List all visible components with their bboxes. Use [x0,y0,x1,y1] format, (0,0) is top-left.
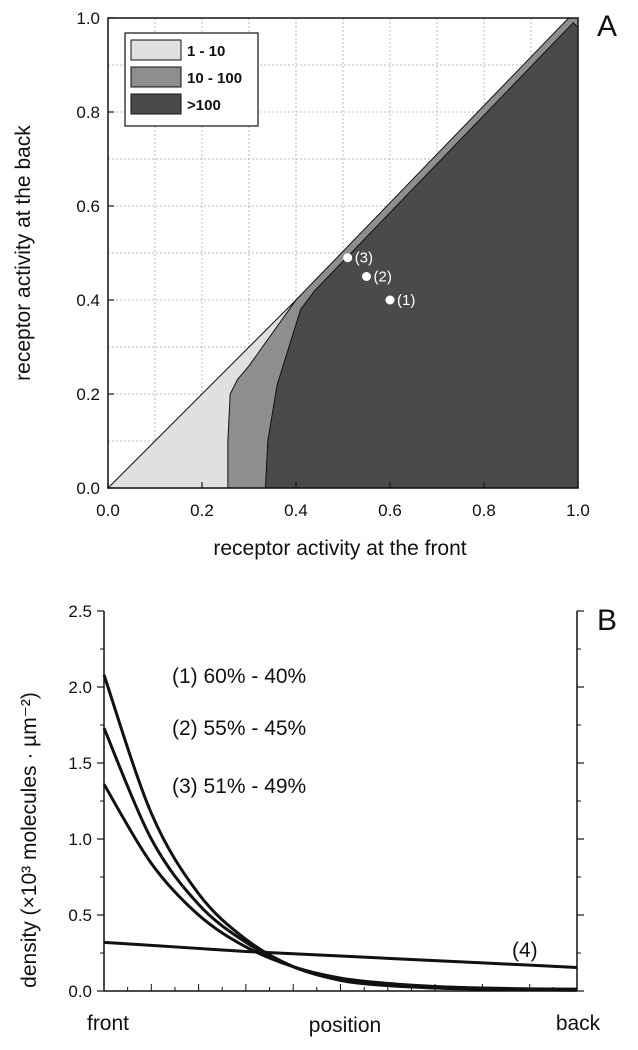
curve-label-3: (3) 51% - 49% [172,775,306,798]
legend-swatch [130,93,182,115]
y-tick-label-b: 0.5 [68,906,92,925]
x-tick-label-a: 0.0 [96,501,120,520]
y-tick-label-b: 2.5 [68,602,92,621]
y-axis-title-a: receptor activity at the back [12,125,35,381]
panel-letter-a: A [597,10,617,43]
data-point-label: (1) [397,292,415,309]
y-tick-label-b: 2.0 [68,678,92,697]
panel-a: 0.0 0.2 0.4 0.6 0.8 1.0 0.0 0.2 0.4 0.6 0.8 1.0 (1)… [12,9,617,560]
frame-a [107,17,579,489]
y-tick-label-a: 1.0 [76,9,100,28]
region-3 [264,21,579,489]
x-tick-label-a: 0.4 [284,501,308,520]
regions-a [106,16,579,489]
x-tick-label-a: 0.8 [472,501,496,520]
points-a: (1) (2)(3) [343,250,415,309]
x-tick-label-a: 0.2 [190,501,214,520]
plot-frame-a [107,17,579,489]
y-tick-label-b: 1.5 [68,754,92,773]
data-point-label: (3) [355,250,373,267]
y-tick-label-b: 0.0 [68,982,92,1001]
panel-letter-b: B [597,604,617,637]
x-axis-title-b: position [309,1014,381,1037]
x-tick-front: front [87,1012,129,1035]
x-axis-title-a: receptor activity at the front [213,537,466,560]
legend-label: >100 [187,97,221,114]
y-axis-title-b: density (×10³ molecules · µm⁻²) [18,692,41,988]
legend-swatch [130,66,182,88]
data-point [343,253,353,263]
y-tick-label-a: 0.0 [76,479,100,498]
y-tick-label-a: 0.8 [76,103,100,122]
x-tick-label-a: 1.0 [566,501,590,520]
labels-b: (1) 60% - 40% (2) 55% - 45% (3) 51% - 49% (… [172,665,538,962]
lines-b [102,674,578,992]
y-tick-label-a: 0.2 [76,385,100,404]
data-point [385,295,395,305]
x-tick-back: back [556,1012,601,1035]
curve-label-1: (1) 60% - 40% [172,665,306,688]
x-tick-label-a: 0.6 [378,501,402,520]
data-point [362,272,371,281]
legend-label: 1 - 10 [187,43,225,60]
legend-a: 1 - 10 10 - 100 >100 [124,32,259,127]
legend-label: 10 - 100 [187,70,242,87]
data-point-label: (2) [374,269,392,286]
ticks-a: 0.0 0.2 0.4 0.6 0.8 1.0 0.0 0.2 0.4 0.6 0.8 1.0 [76,9,589,520]
y-tick-label-b: 1.0 [68,830,92,849]
curve-label-4: (4) [512,939,538,962]
y-tick-label-a: 0.4 [76,291,100,310]
legend-swatch [130,39,182,61]
series-line-4 [103,940,578,969]
curve-label-2: (2) 55% - 45% [172,717,306,740]
axes-b: 0.0 0.5 1.0 1.5 2.0 2.5 [68,602,584,1001]
series-line-3 [102,783,578,991]
panel-b: 0.0 0.5 1.0 1.5 2.0 2.5 (1) 60% - 40% (2) 55% … [18,602,617,1037]
y-tick-label-a: 0.6 [76,197,100,216]
